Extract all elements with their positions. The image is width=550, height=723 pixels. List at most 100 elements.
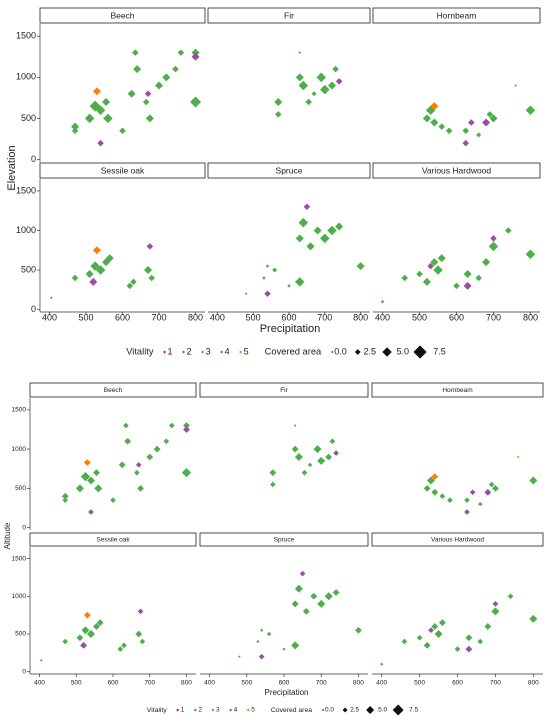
point	[325, 453, 333, 461]
x-tick-label: 400	[376, 680, 387, 687]
point	[453, 282, 460, 290]
point	[86, 476, 95, 485]
y-tick-label: 1000	[12, 593, 27, 600]
x-axis-title: Precipitation	[260, 323, 321, 335]
legend-key	[331, 351, 334, 353]
facet-strip	[207, 162, 371, 179]
legend-key	[382, 347, 392, 357]
point	[327, 225, 337, 236]
y-axis-title: Elevation	[6, 145, 18, 190]
point	[313, 445, 322, 454]
x-tick-label: 600	[449, 312, 464, 322]
legend-key	[201, 350, 205, 354]
point	[83, 611, 91, 619]
y-tick-label: 500	[21, 113, 36, 123]
point	[291, 445, 299, 453]
facet-title: Spruce	[276, 165, 303, 175]
point	[145, 114, 154, 123]
y-tick-label: 1500	[16, 31, 36, 41]
point	[438, 619, 446, 627]
point	[307, 462, 313, 468]
legend-key	[413, 345, 427, 359]
x-tick-label: 600	[452, 680, 463, 687]
point	[282, 647, 286, 651]
point	[423, 641, 431, 649]
x-tick-label: 400	[210, 312, 225, 322]
point	[484, 623, 492, 630]
facet-strip	[371, 382, 544, 398]
facet-strip	[372, 162, 541, 179]
legend-key	[354, 349, 361, 355]
point	[291, 600, 299, 608]
legend-label: 5	[251, 707, 255, 714]
legend-label: 5	[244, 346, 249, 356]
point	[294, 277, 305, 287]
point	[135, 462, 142, 468]
x-tick-label: 700	[490, 680, 501, 687]
point	[431, 623, 439, 630]
point	[447, 497, 453, 503]
point	[310, 592, 318, 600]
point	[514, 84, 518, 87]
facet-strip	[29, 382, 197, 398]
point	[306, 242, 315, 251]
y-tick-label: 0	[22, 668, 26, 675]
point	[62, 497, 69, 503]
legend-title: Vitality	[126, 346, 154, 356]
point	[238, 655, 241, 658]
point	[89, 277, 98, 286]
legend-key	[193, 708, 197, 712]
point	[488, 241, 499, 252]
point	[335, 78, 343, 85]
point	[492, 601, 499, 607]
y-tick-label: 500	[21, 264, 36, 274]
point	[484, 488, 492, 496]
point	[476, 132, 482, 138]
point	[320, 233, 330, 244]
point	[103, 113, 113, 124]
point	[92, 87, 101, 96]
point	[133, 65, 142, 74]
x-tick-label: 400	[375, 312, 390, 322]
point	[490, 235, 497, 242]
x-tick-label: 800	[353, 312, 368, 322]
legend-key	[239, 350, 243, 354]
legend-title: Covered area	[265, 346, 322, 356]
facet-title: Hornbeam	[437, 10, 477, 20]
point	[316, 72, 326, 83]
point	[110, 497, 116, 503]
point	[81, 626, 90, 635]
point	[298, 51, 302, 55]
x-tick-label: 700	[151, 312, 166, 322]
point	[80, 472, 91, 482]
x-tick-label: 700	[486, 312, 501, 322]
point	[95, 105, 106, 115]
point	[61, 492, 69, 500]
point	[299, 570, 306, 577]
facet-title: Spruce	[274, 537, 295, 544]
facet-strip	[207, 7, 371, 24]
point	[324, 592, 333, 601]
facet-title: Various Hardwood	[422, 165, 492, 175]
x-tick-label: 700	[144, 680, 155, 687]
legend-label: 2	[198, 707, 202, 714]
point	[462, 139, 469, 147]
point	[416, 634, 423, 641]
point	[295, 234, 304, 243]
y-axis-title: Altitude	[3, 522, 12, 549]
x-tick-label: 500	[71, 680, 82, 687]
point	[93, 469, 100, 477]
x-tick-label: 400	[42, 312, 57, 322]
point	[380, 299, 385, 304]
point	[303, 203, 311, 210]
point	[146, 243, 154, 250]
point	[529, 614, 538, 623]
point	[97, 139, 104, 147]
point	[137, 608, 144, 615]
point	[71, 274, 79, 282]
legend-key	[246, 708, 250, 712]
point	[489, 114, 498, 123]
facet-strip	[199, 532, 369, 547]
point	[423, 484, 431, 492]
point	[463, 270, 472, 279]
